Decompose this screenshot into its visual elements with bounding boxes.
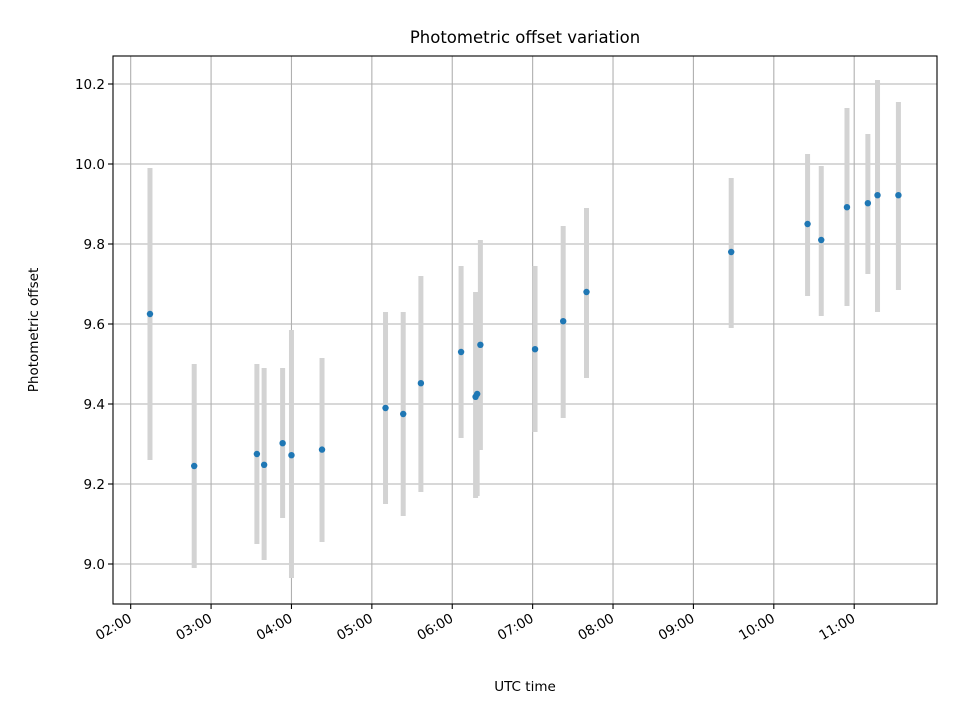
data-point [318, 446, 326, 453]
data-point [583, 288, 590, 296]
data-point [400, 410, 407, 418]
x-tick-label: 03:00 [173, 611, 215, 644]
data-point [288, 452, 295, 459]
data-point [253, 450, 261, 458]
x-tick-label: 08:00 [575, 611, 617, 644]
plot-frame [112, 55, 938, 605]
y-axis-label: Photometric offset [26, 268, 42, 392]
data-point [864, 200, 872, 207]
y-tick-label: 9.6 [84, 317, 105, 333]
x-tick-label: 04:00 [254, 611, 296, 644]
x-tick-label: 05:00 [334, 611, 376, 644]
data-point [146, 310, 154, 318]
data-point [473, 390, 481, 398]
data-point [804, 220, 811, 228]
y-tick-label: 10.2 [75, 77, 105, 93]
data-point [279, 440, 286, 447]
y-tick-label: 9.4 [84, 397, 105, 413]
chart-title: Photometric offset variation [410, 28, 640, 47]
data-point [818, 236, 825, 244]
y-tick-label: 9.0 [84, 557, 105, 573]
data-point [531, 346, 539, 353]
y-tick-label: 9.2 [84, 477, 105, 493]
data-point [477, 341, 484, 348]
data-point [874, 192, 881, 199]
data-point [417, 380, 425, 387]
data-point [382, 404, 389, 412]
y-axis-ticks: 9.0 9.2 9.4 9.6 9.8 10.0 10.2 [75, 77, 113, 573]
data-points [146, 192, 902, 470]
x-tick-label: 02:00 [93, 611, 135, 644]
x-tick-label: 11:00 [817, 611, 859, 644]
x-tick-label: 09:00 [656, 611, 698, 644]
data-point [559, 318, 567, 325]
y-tick-label: 10.0 [75, 157, 105, 173]
x-axis-ticks: 02:00 03:00 04:00 05:00 06:00 07:00 08:00 09:00… [93, 604, 858, 644]
x-tick-label: 10:00 [736, 611, 778, 644]
data-point [260, 461, 268, 468]
error-bars [147, 80, 901, 578]
x-tick-label: 06:00 [415, 611, 457, 644]
x-axis-label: UTC time [494, 679, 556, 695]
data-point [457, 348, 465, 356]
y-tick-label: 9.8 [84, 237, 105, 253]
data-point [895, 192, 902, 199]
data-point [843, 204, 851, 211]
data-point [190, 462, 198, 470]
grid [113, 56, 937, 604]
data-point [728, 248, 735, 256]
x-tick-label: 07:00 [495, 611, 537, 644]
